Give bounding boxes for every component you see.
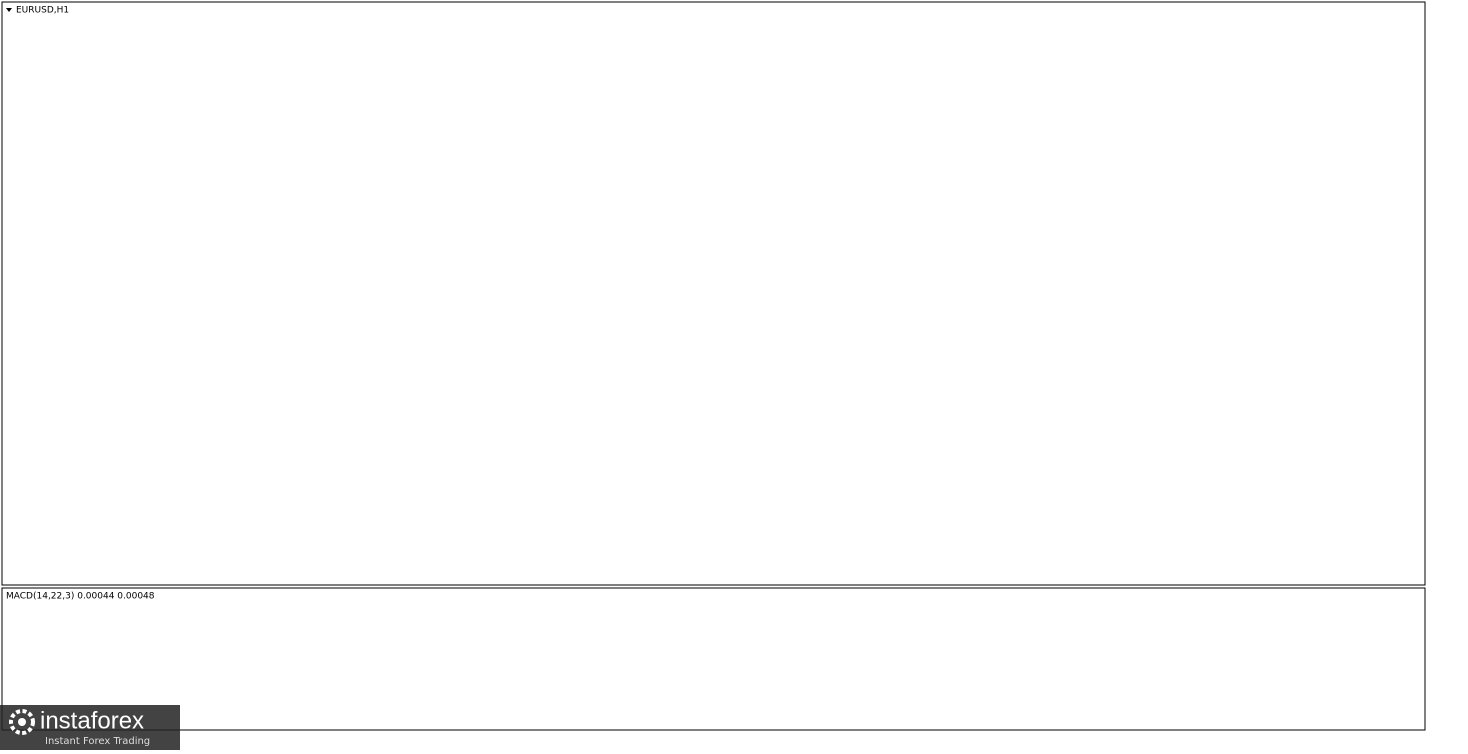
- menu-triangle: [6, 8, 12, 12]
- watermark-icon: [9, 709, 35, 735]
- indicator-title: MACD(14,22,3) 0.00044 0.00048: [6, 592, 155, 602]
- price-panel: [1, 1, 1426, 586]
- watermark-tagline: Instant Forex Trading: [45, 736, 150, 747]
- watermark-brand: instaforex: [40, 707, 144, 734]
- watermark: instaforex Instant Forex Trading: [0, 705, 180, 750]
- macd-panel: [1, 587, 1426, 731]
- chart-title: EURUSD,H1: [16, 6, 69, 16]
- watermark-icon-center: [18, 718, 26, 726]
